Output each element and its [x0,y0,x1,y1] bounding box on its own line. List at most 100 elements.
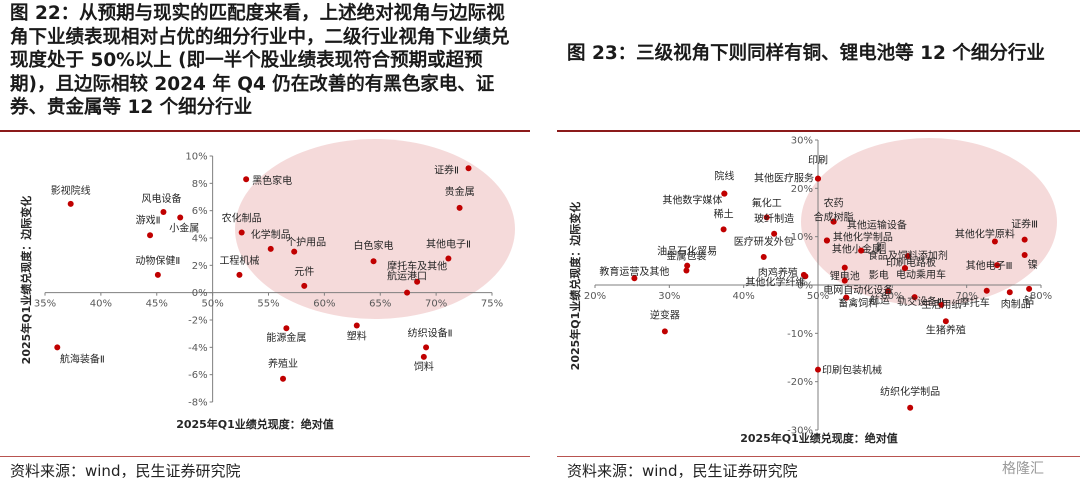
point-label: 铜 [876,242,886,254]
data-point [683,267,690,274]
x-tick-label: 40% [90,299,112,310]
point-label: 电动乘用车 [896,268,946,281]
point-label: 逆变器 [650,308,680,321]
data-point [800,271,807,278]
point-label: 证券Ⅲ [1011,218,1038,231]
point-label: 风电设备 [141,192,181,205]
data-point [414,278,421,285]
point-label: 教育运营及其他 [599,265,669,278]
watermark-logo: 格隆汇 [1002,461,1044,477]
x-tick-label: 70% [956,291,978,302]
y-tick-label: 30% [791,136,813,147]
point-label: 航运 [870,293,890,306]
y-tick-label: 4% [192,234,208,245]
data-point [353,322,360,329]
title-divider-right [557,130,1080,132]
point-label: 玻纤制造 [754,212,794,225]
data-point [815,366,821,373]
data-point [147,232,154,239]
point-label: 纺织化学制品 [880,385,940,398]
scatter-chart-left: 35% 40% 45% 50% 55% 60% 65% 70% 75% 10% 8% 6% 4% 2% 0%… [19,139,515,431]
y-tick-label: 10% [185,152,207,163]
point-label: 医疗研发外包 [734,235,794,248]
data-point [720,226,727,233]
point-label: 影电 [869,269,889,282]
point-label: 其他运输设备 [847,219,907,232]
point-label: 镍 [1028,258,1038,271]
point-label: 稀土 [714,207,734,220]
point-label: 肉鸡养殖 [758,266,798,279]
data-point [1021,236,1028,243]
point-label: 小金属 [169,222,199,235]
data-point [938,301,945,308]
point-label: 电网自动化设备 [823,284,893,297]
point-label: 证券Ⅱ [434,163,459,176]
data-point [445,255,452,262]
point-label: 生猪养殖 [926,323,966,336]
point-label: 其他数字媒体 [662,194,722,207]
y-tick-label: 0% [797,281,813,292]
data-point [1006,289,1013,296]
data-point [907,404,914,411]
data-point [763,214,770,221]
data-point [815,175,821,182]
highlight-ellipse [801,138,1057,306]
y-tick-label: 8% [192,179,208,190]
point-label: 纺织设备Ⅱ [408,326,453,339]
point-label: 航运港口 [387,270,427,283]
data-point [291,248,298,255]
point-label: 其他化学制品 [833,231,893,244]
figure-22-title: 图 22：从预期与现实的匹配度来看，上述绝对视角与边际视角下业绩表现相对占优的细… [10,3,510,119]
source-note-left: 资料来源：wind，民生证券研究院 [10,462,241,480]
data-point [631,275,638,282]
title-divider-left [0,130,530,132]
data-point [830,218,837,225]
source-note-right: 资料来源：wind，民生证券研究院 [567,462,798,480]
point-label: 畜禽饲料 [838,297,878,310]
y-tick-label: -6% [188,370,207,381]
x-tick-label: 55% [257,299,279,310]
point-label: 摩托车及其他 [387,260,447,273]
data-point [942,318,949,325]
x-tick-label: 50% [202,299,224,310]
point-label: 饲料 [414,360,434,373]
point-label: 养殖业 [268,357,298,370]
point-label: 印刷电路板 [886,256,936,269]
x-tick-label: 35% [34,299,56,310]
point-label: 生活用纸 [921,298,961,311]
point-label: 贵金属 [445,185,475,198]
data-point [841,277,848,284]
point-label: 其他化学原料 [955,228,1015,241]
data-point [771,230,778,237]
data-point [901,265,908,272]
point-label: 食品及饲料添加剂 [868,249,948,262]
y-axis-title: 2025年Q1业绩兑现度：边际变化 [19,196,33,365]
x-tick-label: 60% [313,299,335,310]
point-label: 工程机械 [219,254,259,267]
x-tick-label: 50% [807,291,829,302]
data-point [721,190,728,197]
point-label: 印刷包装机械 [822,364,882,377]
point-label: 白色家电 [354,239,394,252]
x-tick-label: 65% [369,299,391,310]
data-point [236,271,243,278]
data-point [54,344,61,351]
point-label: 元件 [294,266,314,278]
data-point [904,253,911,259]
source-divider-left [0,456,530,457]
point-label: 农药 [824,197,844,210]
y-tick-label: -10% [787,329,813,340]
point-label: 黑色家电 [252,174,292,187]
data-point [841,264,848,271]
x-tick-label: 20% [584,291,606,302]
point-label: 油品石化贸易 [657,245,717,258]
point-label: 动物保健Ⅱ [135,254,180,267]
data-point [661,328,668,335]
point-label: 摩托车 [960,296,990,309]
x-tick-label: 70% [425,299,447,310]
point-label: 其他小金属 [832,243,882,256]
figure-23-title: 图 23：三级视角下则同样有铜、锂电池等 12 个细分行业 [567,43,1045,64]
point-label: 影视院线 [51,184,91,197]
y-tick-label: 2% [192,261,208,272]
highlight-ellipse [235,139,515,319]
